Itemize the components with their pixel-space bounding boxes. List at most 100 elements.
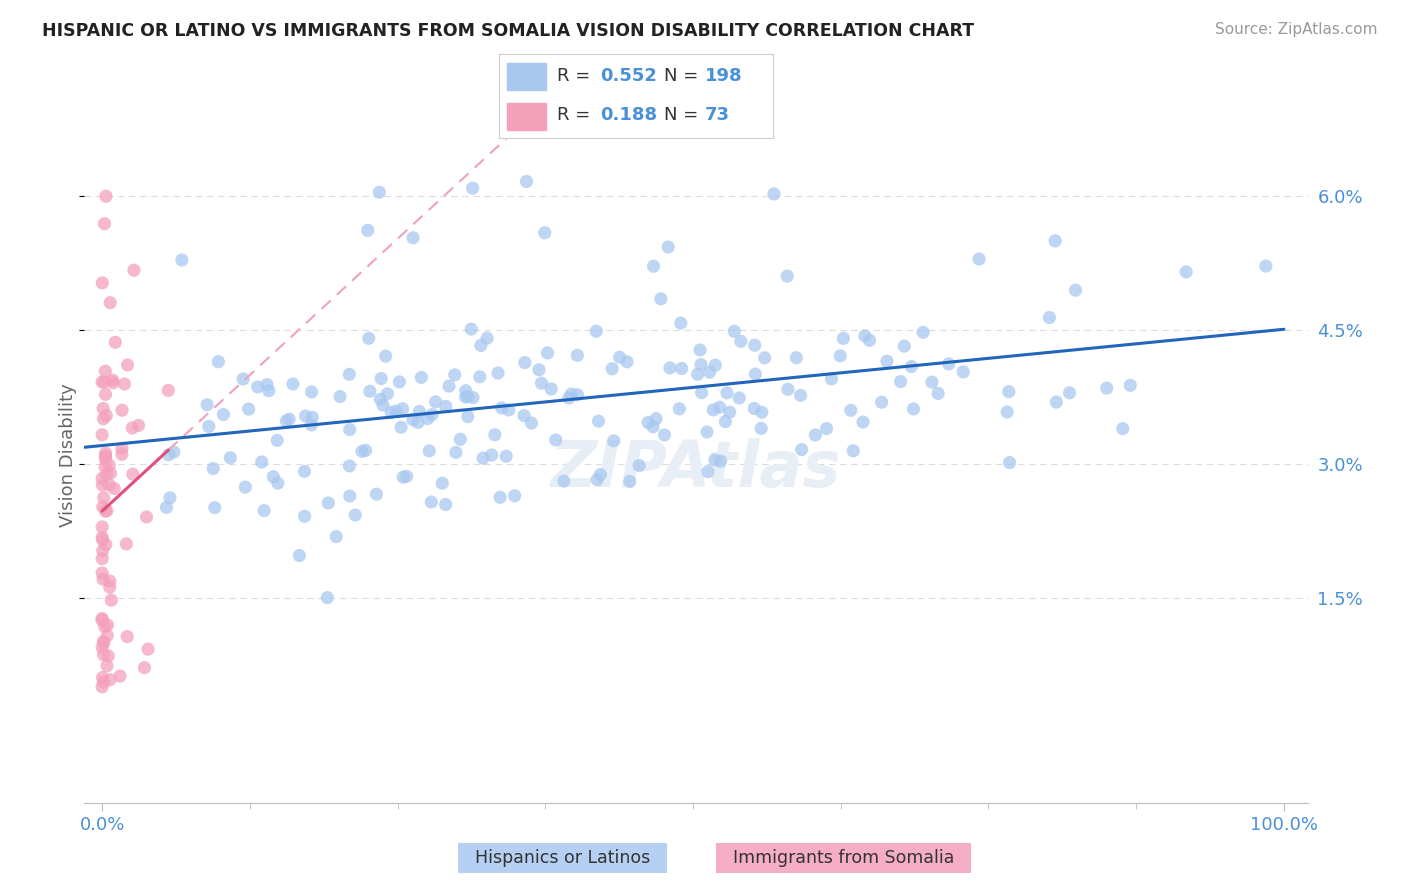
Text: N =: N = <box>664 68 703 86</box>
Point <box>91 572 114 586</box>
Point <box>668 401 690 416</box>
Point <box>325 530 347 544</box>
Point <box>233 480 256 494</box>
Point <box>94 449 117 463</box>
Point <box>754 351 776 365</box>
Point <box>380 405 402 419</box>
Point <box>702 403 724 417</box>
Point <box>246 380 269 394</box>
Text: Hispanics or Latinos: Hispanics or Latinos <box>464 849 661 867</box>
Point <box>100 593 122 607</box>
Point <box>671 361 693 376</box>
Point <box>513 355 536 369</box>
Point <box>91 543 114 558</box>
Point <box>157 384 180 398</box>
Text: ZIPAtlas: ZIPAtlas <box>551 438 841 500</box>
Point <box>98 295 121 310</box>
Point <box>1254 259 1277 273</box>
Point <box>645 411 668 425</box>
Point <box>316 591 339 605</box>
Point <box>785 351 807 365</box>
Point <box>456 389 478 403</box>
Text: R =: R = <box>557 105 596 123</box>
Point <box>1095 381 1118 395</box>
Point <box>121 467 143 482</box>
Point <box>852 415 875 429</box>
Point <box>444 445 467 459</box>
Point <box>714 415 737 429</box>
Point <box>299 417 322 432</box>
Point <box>94 446 117 460</box>
Point <box>93 411 115 425</box>
Text: 0.188: 0.188 <box>600 105 658 123</box>
Point <box>96 409 118 423</box>
Point <box>91 471 114 485</box>
Point <box>93 375 115 389</box>
Point <box>938 357 960 371</box>
Point <box>250 455 273 469</box>
Point <box>654 428 676 442</box>
Point <box>742 401 765 416</box>
Point <box>619 475 641 489</box>
Point <box>91 478 114 492</box>
Point <box>204 500 226 515</box>
Point <box>134 661 156 675</box>
Point <box>91 613 114 627</box>
Point <box>749 421 772 435</box>
Point <box>425 394 447 409</box>
Point <box>890 375 912 389</box>
Point <box>710 454 733 468</box>
Point <box>91 566 114 580</box>
Point <box>434 400 457 414</box>
Point <box>350 444 373 458</box>
Point <box>723 324 745 338</box>
Point <box>1038 310 1060 325</box>
Point <box>998 384 1021 399</box>
Point <box>443 368 465 382</box>
Point <box>1059 385 1081 400</box>
Point <box>339 489 361 503</box>
Point <box>93 217 115 231</box>
Point <box>257 384 280 398</box>
Point <box>1045 395 1067 409</box>
Point <box>294 409 316 423</box>
Point <box>198 419 221 434</box>
Point <box>998 456 1021 470</box>
Point <box>96 658 118 673</box>
Point <box>484 427 506 442</box>
Point <box>470 338 492 352</box>
Point <box>91 401 114 416</box>
Point <box>128 418 150 433</box>
Point <box>839 403 862 417</box>
Point <box>744 367 766 381</box>
Point <box>544 433 567 447</box>
Point <box>318 496 340 510</box>
Point <box>468 369 491 384</box>
Y-axis label: Vision Disability: Vision Disability <box>59 383 77 527</box>
Point <box>392 470 415 484</box>
Point <box>669 316 692 330</box>
Point <box>434 498 457 512</box>
Point <box>870 395 893 409</box>
Point <box>461 391 484 405</box>
Point <box>815 421 838 435</box>
Point <box>276 414 298 428</box>
Point <box>337 368 360 382</box>
Point <box>93 491 115 505</box>
Point <box>117 358 139 372</box>
Point <box>420 495 443 509</box>
Point <box>93 675 115 690</box>
Text: 0.552: 0.552 <box>600 68 658 86</box>
Point <box>91 551 114 566</box>
Point <box>690 385 713 400</box>
Point <box>790 442 813 457</box>
Point <box>893 339 915 353</box>
Point <box>94 537 117 551</box>
Point <box>588 414 610 428</box>
Point <box>266 434 288 448</box>
Point <box>600 361 623 376</box>
Point <box>686 368 709 382</box>
Point <box>1175 265 1198 279</box>
Point <box>91 500 114 514</box>
Point <box>98 673 121 687</box>
